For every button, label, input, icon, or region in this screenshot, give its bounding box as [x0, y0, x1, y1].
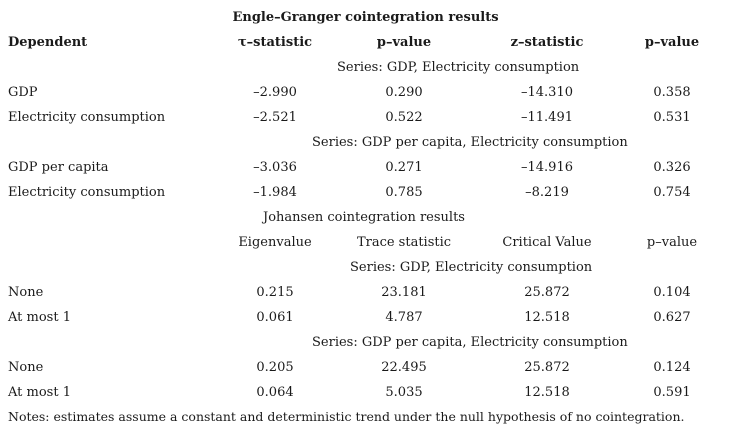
- p-value: 0.104: [653, 285, 691, 300]
- johansen-title-row: Johansen cointegration results: [0, 205, 731, 230]
- tau-value: –2.990: [253, 85, 297, 100]
- p-value: 0.522: [385, 110, 423, 125]
- jo-series2-label-row: Series: GDP per capita, Electricity cons…: [0, 330, 731, 355]
- row-label: GDP per capita: [8, 160, 109, 175]
- header-p-value-2: p–value: [644, 35, 700, 50]
- p-value: 0.326: [653, 160, 691, 175]
- header-p-value-1: p–value: [376, 35, 432, 50]
- eigenvalue: 0.061: [256, 310, 294, 325]
- jo-series1-label-row: Series: GDP, Electricity consumption: [0, 255, 731, 280]
- trace-statistic: 5.035: [385, 385, 423, 400]
- critical-value: 12.518: [524, 310, 570, 325]
- p-value: 0.591: [653, 385, 691, 400]
- eigenvalue: 0.064: [256, 385, 294, 400]
- z-value: –11.491: [521, 110, 573, 125]
- header-dependent: Dependent: [8, 35, 88, 50]
- table-row: GDP per capita –3.036 0.271 –14.916 0.32…: [0, 155, 731, 180]
- series-label: Series: GDP per capita, Electricity cons…: [312, 335, 628, 350]
- z-value: –14.916: [521, 160, 573, 175]
- eg-series2-label-row: Series: GDP per capita, Electricity cons…: [0, 130, 731, 155]
- series-label: Series: GDP, Electricity consumption: [337, 60, 580, 75]
- table-row: GDP –2.990 0.290 –14.310 0.358: [0, 80, 731, 105]
- tau-value: –2.521: [253, 110, 297, 125]
- engle-granger-title-row: Engle–Granger cointegration results: [0, 5, 731, 30]
- header-critical-value: Critical Value: [502, 235, 592, 250]
- trace-statistic: 23.181: [381, 285, 427, 300]
- row-label: Electricity consumption: [8, 110, 166, 125]
- p-value: 0.754: [653, 185, 691, 200]
- table-row: Electricity consumption –1.984 0.785 –8.…: [0, 180, 731, 205]
- trace-statistic: 4.787: [385, 310, 423, 325]
- eigenvalue: 0.205: [256, 360, 294, 375]
- p-value: 0.290: [385, 85, 423, 100]
- critical-value: 25.872: [524, 285, 570, 300]
- p-value: 0.271: [385, 160, 423, 175]
- row-label: None: [8, 285, 44, 300]
- table-row: None 0.205 22.495 25.872 0.124: [0, 355, 731, 380]
- z-value: –8.219: [525, 185, 569, 200]
- p-value: 0.785: [385, 185, 423, 200]
- table-notes: Notes: estimates assume a constant and d…: [8, 409, 685, 424]
- table-row: None 0.215 23.181 25.872 0.104: [0, 280, 731, 305]
- eigenvalue: 0.215: [256, 285, 294, 300]
- table-row: At most 1 0.061 4.787 12.518 0.627: [0, 305, 731, 330]
- table-row: Electricity consumption –2.521 0.522 –11…: [0, 105, 731, 130]
- eg-series1-label-row: Series: GDP, Electricity consumption: [0, 55, 731, 80]
- header-eigenvalue: Eigenvalue: [238, 235, 312, 250]
- notes-row: Notes: estimates assume a constant and d…: [0, 404, 731, 429]
- tau-value: –1.984: [253, 185, 297, 200]
- row-label: Electricity consumption: [8, 185, 166, 200]
- tau-value: –3.036: [253, 160, 297, 175]
- row-label: GDP: [8, 85, 38, 100]
- row-label: At most 1: [8, 310, 71, 325]
- row-label: At most 1: [8, 385, 71, 400]
- header-tau-statistic: τ–statistic: [237, 35, 313, 50]
- header-trace-statistic: Trace statistic: [356, 235, 452, 250]
- p-value: 0.531: [653, 110, 691, 125]
- table-row: At most 1 0.064 5.035 12.518 0.591: [0, 380, 731, 405]
- p-value: 0.358: [653, 85, 691, 100]
- engle-granger-header-row: Dependent τ–statistic p–value z–statisti…: [0, 30, 731, 55]
- trace-statistic: 22.495: [381, 360, 427, 375]
- johansen-title: Johansen cointegration results: [263, 210, 465, 225]
- p-value: 0.627: [653, 310, 691, 325]
- series-label: Series: GDP per capita, Electricity cons…: [312, 135, 628, 150]
- series-label: Series: GDP, Electricity consumption: [350, 260, 593, 275]
- critical-value: 25.872: [524, 360, 570, 375]
- engle-granger-title: Engle–Granger cointegration results: [232, 10, 499, 25]
- z-value: –14.310: [521, 85, 573, 100]
- p-value: 0.124: [653, 360, 691, 375]
- johansen-header-row: Eigenvalue Trace statistic Critical Valu…: [0, 230, 731, 255]
- header-p-value: p–value: [646, 235, 698, 250]
- header-z-statistic: z–statistic: [510, 35, 584, 50]
- row-label: None: [8, 360, 44, 375]
- critical-value: 12.518: [524, 385, 570, 400]
